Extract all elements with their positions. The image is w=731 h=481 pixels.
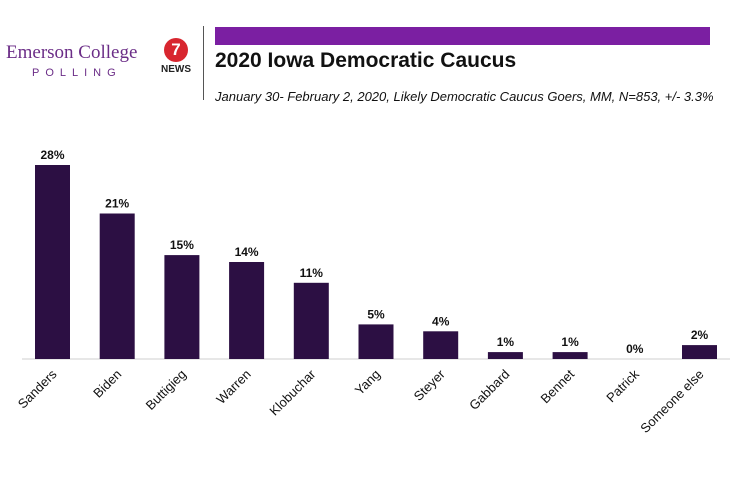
news-7-icon: 7	[164, 38, 188, 62]
chart-title: 2020 Iowa Democratic Caucus	[215, 49, 517, 72]
header-divider	[203, 26, 204, 100]
logo-name: Emerson College	[6, 42, 138, 63]
news-label: NEWS	[161, 64, 191, 75]
data-label-warren: 14%	[235, 245, 259, 259]
data-label-gabbard: 1%	[497, 335, 515, 349]
data-label-buttigieg: 15%	[170, 238, 194, 252]
bar-sanders	[35, 165, 70, 359]
data-label-patrick: 0%	[626, 342, 644, 356]
bar-yang	[358, 324, 394, 359]
bars-group	[35, 165, 717, 359]
bar-gabbard	[487, 352, 523, 359]
bar-steyer	[423, 331, 459, 359]
data-label-someone-else: 2%	[691, 328, 709, 342]
bar-biden	[99, 213, 135, 359]
bar-klobuchar	[293, 282, 329, 359]
accent-bar	[215, 27, 710, 45]
tick-label-yang: Yang	[352, 367, 383, 398]
news-logo: 7 NEWS	[156, 38, 196, 80]
tick-label-patrick: Patrick	[603, 366, 642, 405]
data-labels-group: 28% 21% 15% 14% 11% 5% 4% 1% 1% 0% 2%	[40, 148, 708, 356]
tick-label-someone-else: Someone else	[637, 367, 706, 436]
tick-label-sanders: Sanders	[15, 366, 60, 411]
bar-someone-else	[682, 345, 717, 359]
bar-buttigieg	[164, 255, 200, 359]
data-label-bennet: 1%	[561, 335, 579, 349]
logo-subtitle: POLLING	[32, 67, 122, 79]
tick-label-bennet: Bennet	[537, 366, 577, 406]
tick-label-warren: Warren	[213, 367, 253, 407]
emerson-logo: Emerson College POLLING 7 NEWS	[0, 30, 200, 90]
tick-label-gabbard: Gabbard	[466, 367, 512, 413]
bar-warren	[229, 262, 265, 359]
bar-bennet	[552, 352, 588, 359]
data-label-klobuchar: 11%	[300, 266, 324, 280]
tick-label-biden: Biden	[90, 367, 124, 401]
data-label-steyer: 4%	[432, 314, 450, 328]
tick-labels-group: Sanders Biden Buttigieg Warren Klobuchar Yang…	[15, 366, 707, 436]
tick-label-klobuchar: Klobuchar	[266, 366, 318, 418]
data-label-biden: 21%	[105, 197, 129, 211]
tick-label-steyer: Steyer	[411, 366, 449, 404]
data-label-yang: 5%	[367, 307, 385, 321]
data-label-sanders: 28%	[40, 148, 64, 162]
tick-label-buttigieg: Buttigieg	[143, 367, 189, 413]
chart-subtitle: January 30- February 2, 2020, Likely Dem…	[215, 89, 714, 104]
